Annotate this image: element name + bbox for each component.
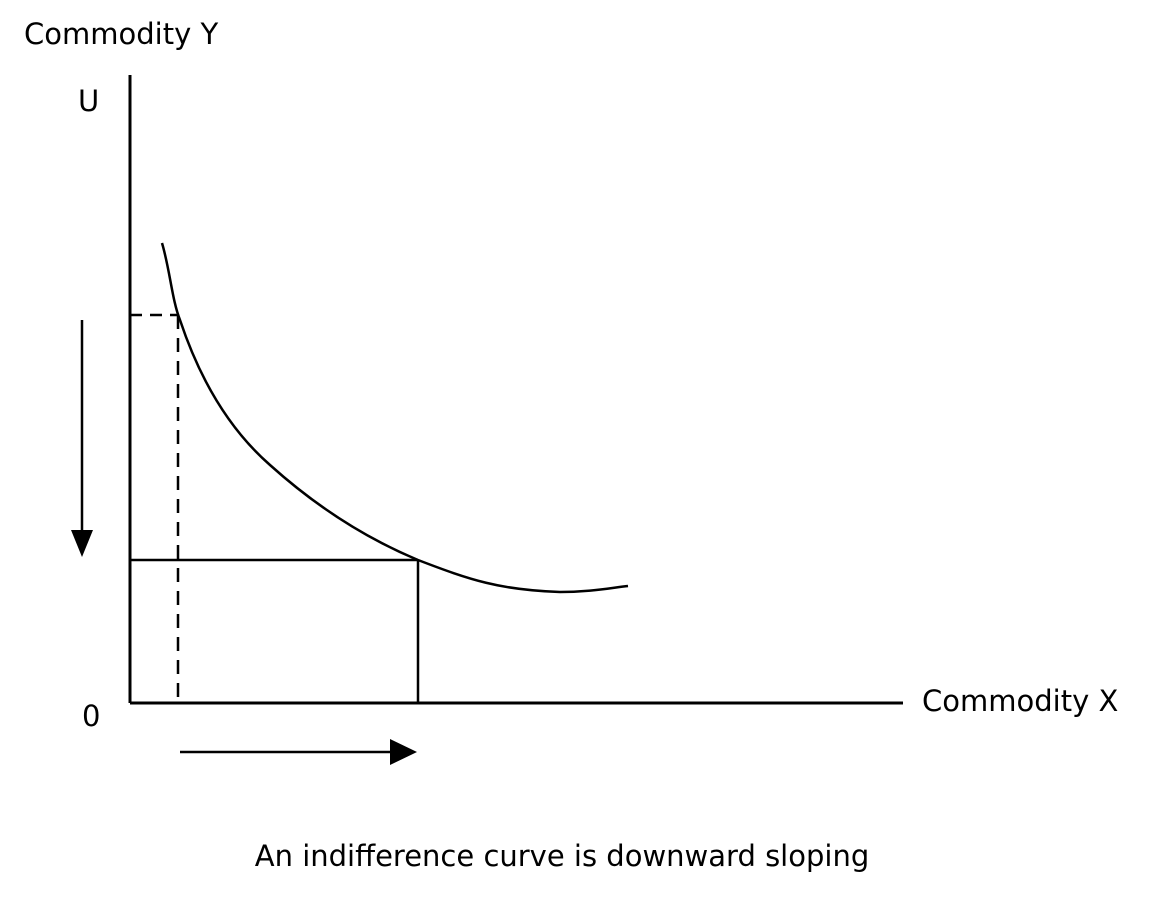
down-arrow-head: [71, 530, 93, 557]
x-axis-label: Commodity X: [922, 684, 1118, 718]
caption: An indifference curve is downward slopin…: [255, 839, 869, 873]
curve-label: U: [78, 84, 99, 118]
y-axis-label: Commodity Y: [24, 17, 218, 51]
indifference-curve: [160, 242, 629, 594]
origin-label: 0: [82, 699, 100, 733]
right-arrow-head: [390, 739, 417, 765]
